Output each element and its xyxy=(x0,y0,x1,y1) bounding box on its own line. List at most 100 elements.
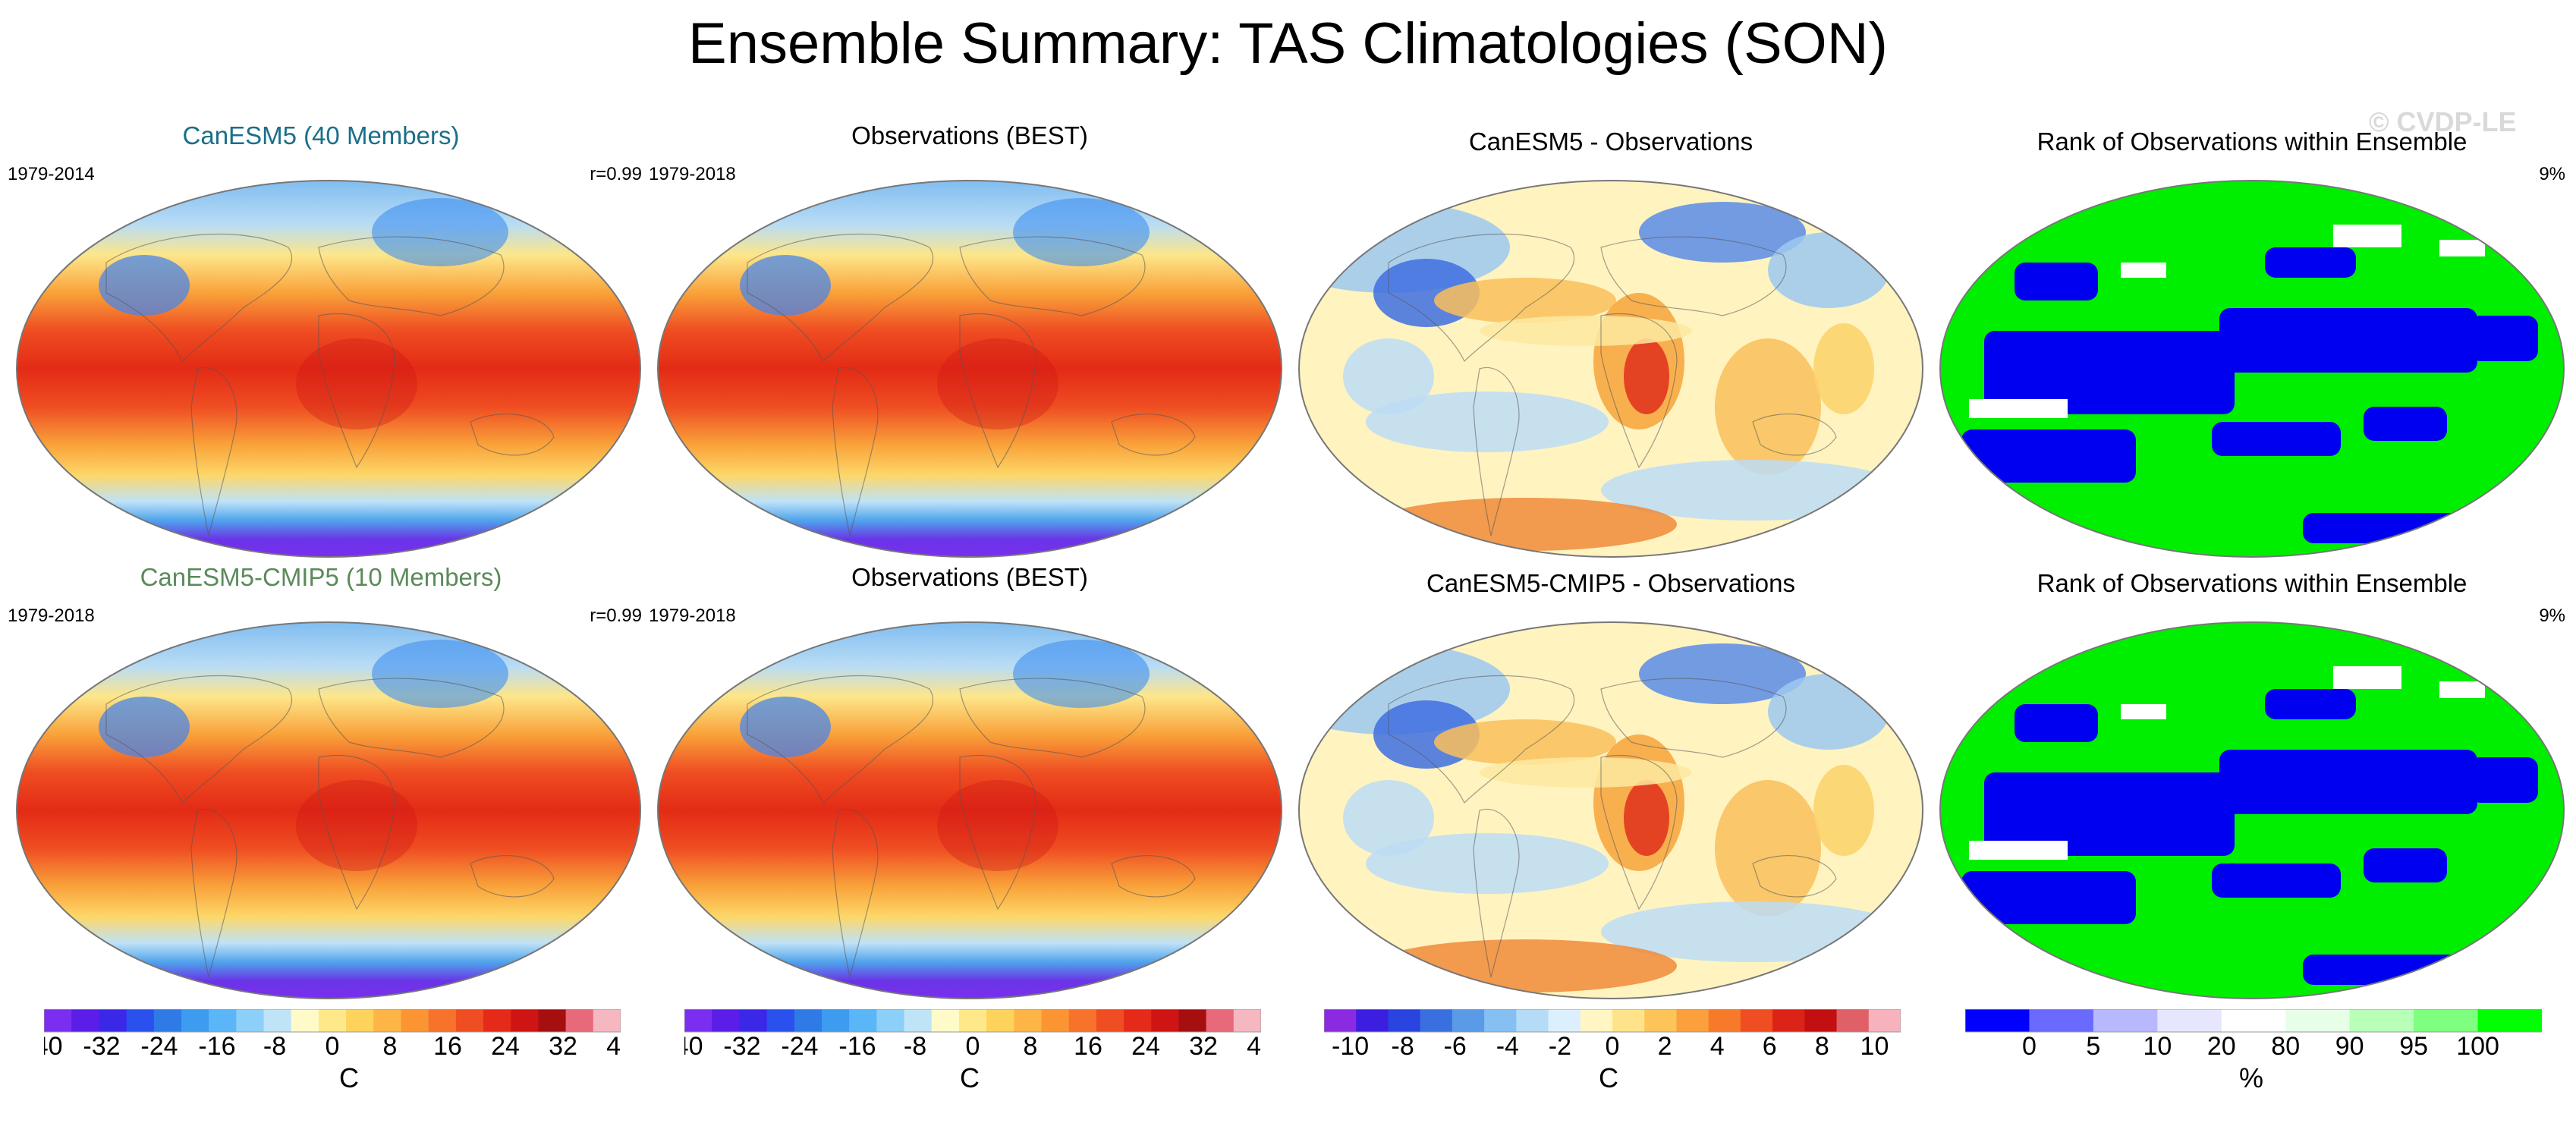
anomaly-region xyxy=(1715,780,1821,917)
colorbar-tick-label: -40 xyxy=(44,1032,63,1061)
panel-2: Observations (BEST) 1979-2018 xyxy=(649,121,1291,560)
map-outline xyxy=(1939,180,2565,558)
panel-6: Observations (BEST) 1979-2018 xyxy=(649,563,1291,1002)
colorbar-swatch xyxy=(483,1009,511,1032)
colorbar-swatch xyxy=(291,1009,319,1032)
anomaly-region xyxy=(1434,278,1616,323)
colorbar-swatch xyxy=(428,1009,457,1032)
coastline xyxy=(1473,366,1520,536)
period-label: 1979-2018 xyxy=(649,164,736,184)
colorbar-swatch xyxy=(2157,1009,2222,1032)
coastline xyxy=(832,366,879,536)
colorbar-swatch xyxy=(931,1009,960,1032)
coastline xyxy=(318,678,505,758)
anomaly-region xyxy=(1366,392,1609,452)
colorbar-tick-label: 8 xyxy=(383,1032,398,1061)
colorbar-swatch xyxy=(1965,1009,2030,1032)
coastline xyxy=(1600,678,1787,758)
colorbar-tick-label: -24 xyxy=(140,1032,178,1061)
anomaly-region xyxy=(1343,780,1434,856)
colorbar-swatch xyxy=(1206,1009,1235,1032)
climatology-map xyxy=(16,180,641,558)
map-outline xyxy=(657,621,1282,999)
map-outline xyxy=(1298,621,1923,999)
colorbar-swatch xyxy=(1452,1009,1485,1032)
low-rank-region xyxy=(2364,848,2447,882)
anomaly-region xyxy=(1480,316,1692,346)
colorbar-swatch xyxy=(346,1009,374,1032)
climatology-map xyxy=(657,621,1282,999)
colorbar-tick-label: 16 xyxy=(433,1032,462,1061)
low-rank-region xyxy=(2219,750,2477,814)
anomaly-region xyxy=(1715,338,1821,475)
rank-map xyxy=(1939,180,2565,558)
anomaly-region xyxy=(1373,939,1677,992)
anomaly-region xyxy=(1639,202,1806,263)
colorbar-tick-label: 0 xyxy=(966,1032,980,1061)
period-label: 1979-2018 xyxy=(649,606,736,626)
colorbar-swatch xyxy=(1388,1009,1421,1032)
colorbar-unit: C xyxy=(1599,1062,1618,1093)
climatology-map xyxy=(16,621,641,999)
colorbar-tick-label: -16 xyxy=(198,1032,235,1061)
map-outline xyxy=(16,621,641,999)
colorbar-tick-label: 4 xyxy=(1710,1032,1725,1061)
panel-5: CanESM5-CMIP5 (10 Members) 1979-2018 r=0… xyxy=(8,563,650,1002)
colorbar-swatch xyxy=(1580,1009,1613,1032)
anomaly-region xyxy=(1639,643,1806,704)
colorbar-swatch xyxy=(1178,1009,1207,1032)
colorbar-tick-label: -32 xyxy=(83,1032,120,1061)
colorbar-tick-label: -16 xyxy=(838,1032,876,1061)
coastline xyxy=(1600,236,1787,316)
colorbar-unit: C xyxy=(339,1062,359,1093)
low-rank-region xyxy=(2364,407,2447,441)
anomaly-region xyxy=(1624,338,1669,414)
coastline xyxy=(1111,855,1196,898)
low-rank-region xyxy=(1984,772,2235,856)
colorbar-swatch xyxy=(181,1009,209,1032)
map-outline xyxy=(657,180,1282,558)
colorbar-tick-label: 8 xyxy=(1815,1032,1829,1061)
mid-rank-region xyxy=(2439,681,2485,698)
mid-rank-region xyxy=(2439,240,2485,256)
colorbar-frame xyxy=(684,1009,1261,1033)
colorbar-swatch xyxy=(1124,1009,1152,1032)
colorbar-swatch xyxy=(1096,1009,1124,1032)
colorbar-swatch xyxy=(511,1009,539,1032)
panel-title: Rank of Observations within Ensemble xyxy=(2037,127,2467,156)
colorbar-swatch xyxy=(1041,1009,1070,1032)
colorbar-svg: 0 5 10 20 80 90 95 100 xyxy=(1965,1009,2542,1061)
colorbar-tick-label: 0 xyxy=(2022,1032,2037,1061)
colorbar-tick-label: 40 xyxy=(1247,1032,1261,1061)
low-rank-region xyxy=(2470,757,2538,803)
map-outline xyxy=(1298,180,1923,558)
low-rank-region xyxy=(1961,871,2136,924)
map-outline xyxy=(1939,621,2565,999)
colorbar-tick-label: -40 xyxy=(684,1032,703,1061)
anomaly-region xyxy=(1813,323,1874,414)
colorbar-swatch xyxy=(2029,1009,2094,1032)
colorbar-svg: -40 -32 -24 -16 -8 0 8 16 24 32 40 xyxy=(684,1009,1261,1061)
temperature-field xyxy=(658,622,1282,999)
colorbar-svg: -10 -8 -6 -4 -2 0 2 4 6 8 10 xyxy=(1324,1009,1901,1061)
anomaly-region xyxy=(1480,757,1692,788)
period-label: 1979-2018 xyxy=(8,606,95,626)
coastline xyxy=(318,313,395,469)
colorbar-swatch xyxy=(153,1009,182,1032)
colorbar-swatch xyxy=(2093,1009,2158,1032)
colorbar-swatch xyxy=(1676,1009,1709,1032)
colorbar-swatch xyxy=(209,1009,237,1032)
colorbar-tick-label: 2 xyxy=(1658,1032,1672,1061)
panel-title: Rank of Observations within Ensemble xyxy=(2037,569,2467,597)
coastline xyxy=(190,808,237,978)
anomaly-region xyxy=(1624,780,1669,856)
colorbar-tick-label: 32 xyxy=(549,1032,577,1061)
coastline xyxy=(1752,414,1837,456)
colorbar-unit: % xyxy=(2238,1062,2263,1093)
temperature-field xyxy=(658,181,1282,557)
coastline xyxy=(1473,808,1520,978)
period-label: 1979-2014 xyxy=(8,164,95,184)
colorbar-swatch xyxy=(1708,1009,1741,1032)
colorbar-swatch xyxy=(1356,1009,1389,1032)
colorbar-swatch xyxy=(44,1009,72,1032)
